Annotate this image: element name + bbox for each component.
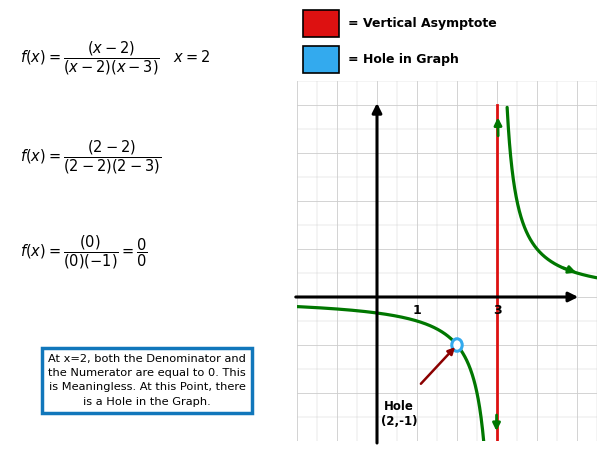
Text: Hole
(2,-1): Hole (2,-1): [381, 400, 417, 428]
Bar: [303, 45, 339, 73]
Bar: [303, 9, 339, 37]
Text: 3: 3: [493, 304, 502, 317]
Text: $f(x)=\dfrac{(x-2)}{(x-2)(x-3)}\ \ \ x=2$: $f(x)=\dfrac{(x-2)}{(x-2)(x-3)}\ \ \ x=2…: [20, 40, 211, 77]
Text: = Vertical Asymptote: = Vertical Asymptote: [348, 17, 497, 30]
Text: 1: 1: [413, 304, 421, 317]
Text: At x=2, both the Denominator and
the Numerator are equal to 0. This
is Meaningle: At x=2, both the Denominator and the Num…: [48, 354, 246, 407]
Text: $f(x)=\dfrac{(2-2)}{(2-2)(2-3)}$: $f(x)=\dfrac{(2-2)}{(2-2)(2-3)}$: [20, 139, 161, 176]
Text: = Hole in Graph: = Hole in Graph: [348, 53, 459, 66]
Circle shape: [452, 339, 462, 351]
Text: $f(x)=\dfrac{(0)}{(0)(-1)}=\dfrac{0}{0}$: $f(x)=\dfrac{(0)}{(0)(-1)}=\dfrac{0}{0}$: [20, 233, 148, 271]
